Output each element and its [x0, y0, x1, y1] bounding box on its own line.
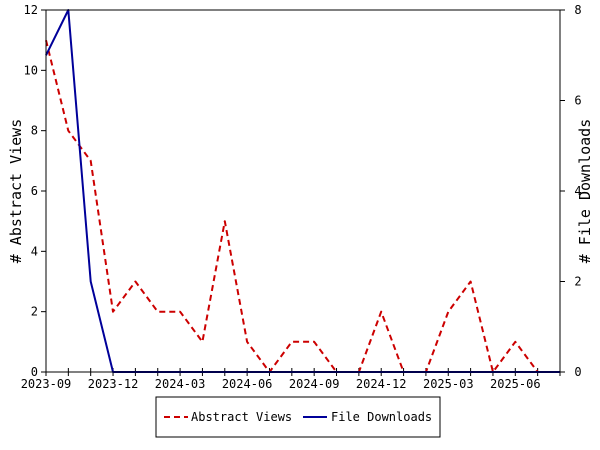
x-tick-label: 2025-03: [423, 377, 474, 391]
left-tick-label: 6: [31, 184, 38, 198]
legend-label-abstract-views: Abstract Views: [191, 410, 292, 424]
left-tick-label: 10: [24, 63, 38, 77]
right-tick-label: 8: [574, 3, 581, 17]
right-axis-ticks: 0 2 4 6 8: [560, 3, 582, 379]
series-line-abstract-views: [45, 39, 560, 373]
x-tick-label: 2023-09: [21, 377, 72, 391]
right-tick-label: 6: [574, 94, 581, 108]
series-layer: [45, 9, 560, 373]
x-tick-label: 2023-12: [88, 377, 139, 391]
x-tick-label: 2025-06: [490, 377, 541, 391]
legend: Abstract Views File Downloads: [155, 396, 441, 438]
plot-frame: [45, 9, 561, 373]
legend-label-file-downloads: File Downloads: [331, 410, 432, 424]
right-tick-label: 4: [574, 184, 581, 198]
x-tick-label: 2024-09: [289, 377, 340, 391]
left-axis-label: # Abstract Views: [7, 119, 25, 264]
right-tick-label: 0: [574, 365, 581, 379]
left-axis-ticks: 0 2 4 6 8 10 12: [24, 3, 46, 379]
right-tick-label: 2: [574, 275, 581, 289]
x-tick-label: 2024-03: [155, 377, 206, 391]
legend-box: [155, 396, 441, 438]
left-tick-label: 0: [31, 365, 38, 379]
right-axis-label: # File Downloads: [576, 119, 594, 264]
left-tick-label: 8: [31, 124, 38, 138]
x-tick-label: 2024-12: [356, 377, 407, 391]
left-tick-label: 12: [24, 3, 38, 17]
left-tick-label: 4: [31, 244, 38, 258]
series-line-file-downloads: [45, 9, 560, 373]
left-tick-label: 2: [31, 305, 38, 319]
x-tick-label: 2024-06: [222, 377, 273, 391]
